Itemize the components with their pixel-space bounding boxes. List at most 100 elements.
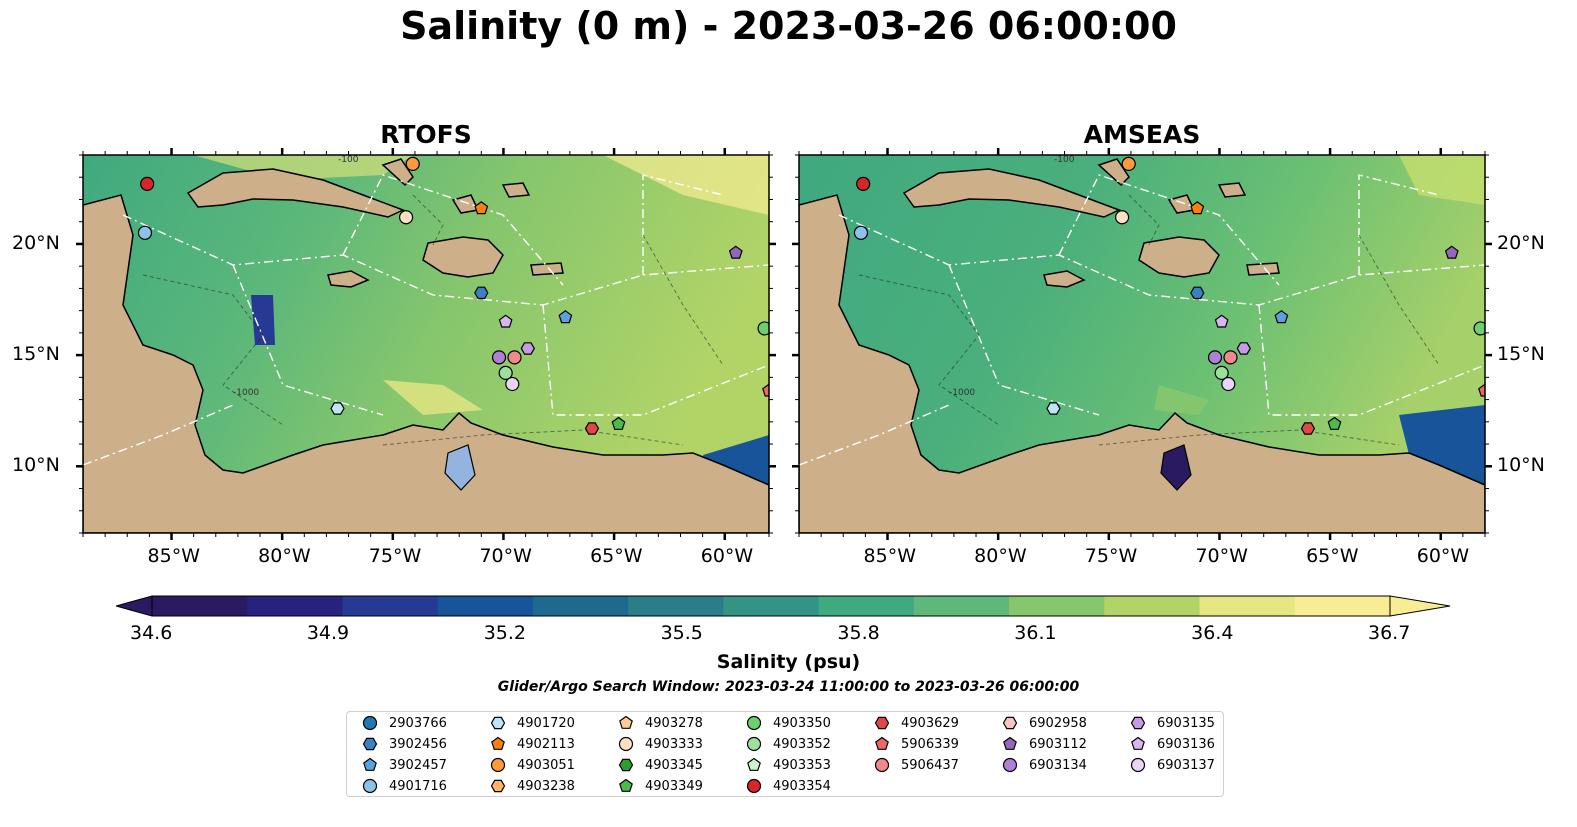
float-marker-4903333 — [398, 210, 414, 225]
colorbar-tick-label: 34.6 — [130, 622, 173, 644]
float-marker-4901716 — [853, 225, 869, 240]
lat-tick-label-right: 15°N — [1497, 343, 1545, 366]
legend-label: 6903137 — [1157, 757, 1215, 773]
figure-title: Salinity (0 m) - 2023-03-26 06:00:00 — [400, 4, 1177, 48]
legend-item-6903134: 6903134 — [1001, 755, 1087, 775]
lon-tick-label: 60°W — [700, 545, 754, 567]
hexagon-marker-icon — [362, 737, 378, 751]
float-legend: 2903766 3902456 3902457 4901716 4901720 49021… — [346, 711, 1224, 797]
colorbar-segment — [437, 596, 534, 616]
float-marker-4901720 — [330, 402, 345, 415]
float-marker-6903135 — [1236, 342, 1251, 355]
circle-marker-icon — [746, 736, 762, 752]
float-marker-6903137 — [1221, 376, 1236, 392]
colorbar-segment — [1199, 596, 1296, 616]
pentagon-marker-icon — [747, 757, 761, 771]
colorbar-extend-high — [1389, 595, 1451, 617]
legend-label: 5906437 — [901, 757, 959, 773]
pentagon-marker-icon — [491, 736, 505, 750]
legend-item-4903051: 4903051 — [489, 755, 575, 775]
legend-label: 4903349 — [645, 778, 703, 794]
float-marker-4903629 — [1300, 422, 1316, 435]
colorbar-tick-label: 36.7 — [1368, 622, 1411, 644]
colorbar-tick-label: 36.1 — [1014, 622, 1057, 644]
lat-tick-label-left: 10°N — [12, 454, 60, 477]
lat-tick-label-right: 20°N — [1497, 231, 1545, 254]
pentagon-marker-icon — [619, 778, 633, 792]
circle-marker-icon — [874, 757, 890, 773]
legend-item-4903629: 4903629 — [873, 713, 959, 733]
float-marker-6903134 — [491, 350, 507, 365]
map-figure: -100 -1000 — [76, 148, 1492, 540]
bathymetry-label: -100 — [338, 155, 359, 165]
legend-label: 5906339 — [901, 736, 959, 752]
float-marker-6903134 — [1207, 350, 1223, 365]
legend-item-6903112: 6903112 — [1001, 734, 1087, 754]
hexagon-marker-icon — [490, 716, 506, 730]
lon-tick-label: 80°W — [258, 545, 311, 567]
float-marker-4903352 — [498, 365, 513, 381]
legend-label: 3902457 — [389, 757, 447, 773]
legend-item-4902113: 4902113 — [489, 734, 575, 754]
float-marker-4902113 — [474, 201, 489, 215]
pentagon-marker-icon — [875, 736, 889, 750]
lon-tick-label: 75°W — [1084, 545, 1138, 567]
lat-tick-label-right: 10°N — [1497, 454, 1545, 477]
colorbar-segment — [723, 596, 820, 616]
float-marker-5906339 — [762, 383, 769, 397]
float-marker-4903354 — [856, 176, 871, 192]
lon-tick-label: 65°W — [1306, 545, 1359, 567]
legend-label: 4902113 — [517, 736, 575, 752]
legend-label: 4903350 — [773, 715, 831, 731]
legend-label: 4903629 — [901, 715, 959, 731]
float-marker-4903051 — [1121, 156, 1136, 171]
circle-marker-icon — [362, 715, 378, 731]
legend-label: 4901716 — [389, 778, 447, 794]
colorbar-segment — [818, 596, 915, 616]
colorbar-segment — [247, 596, 344, 616]
legend-label: 4903278 — [645, 715, 703, 731]
lon-tick-label: 85°W — [863, 545, 916, 567]
hexagon-marker-icon — [1002, 716, 1018, 730]
circle-marker-icon — [618, 736, 634, 752]
hexagon-marker-icon — [490, 779, 506, 793]
legend-label: 4903333 — [645, 736, 703, 752]
colorbar-label: Salinity (psu) — [716, 651, 861, 673]
legend-label: 4903352 — [773, 736, 831, 752]
legend-item-4903238: 4903238 — [489, 776, 575, 796]
legend-label: 4901720 — [517, 715, 575, 731]
legend-item-4903352: 4903352 — [745, 734, 831, 754]
circle-marker-icon — [746, 778, 762, 794]
float-marker-6903137 — [505, 376, 520, 392]
legend-item-6903137: 6903137 — [1129, 755, 1215, 775]
colorbar-extend-low — [116, 595, 153, 617]
legend-label: 2903766 — [389, 715, 447, 731]
float-marker-4902113 — [1190, 201, 1205, 215]
panel-title-amseas: AMSEAS — [1083, 120, 1201, 149]
circle-marker-icon — [362, 778, 378, 794]
legend-item-6902958: 6902958 — [1001, 713, 1087, 733]
lon-tick-label: 65°W — [590, 545, 643, 567]
legend-item-3902456: 3902456 — [361, 734, 447, 754]
float-marker-4903349 — [611, 416, 626, 430]
legend-item-4901716: 4901716 — [361, 776, 447, 796]
pentagon-marker-icon — [619, 715, 633, 729]
float-marker-4903629 — [584, 422, 600, 435]
float-marker-4903350 — [1473, 321, 1485, 336]
colorbar-segment — [1294, 596, 1391, 616]
colorbar-tick-label: 35.5 — [660, 622, 703, 644]
float-marker-4903333 — [1114, 210, 1130, 225]
panel-title-rtofs: RTOFS — [380, 120, 472, 149]
legend-label: 6903136 — [1157, 736, 1215, 752]
lon-tick-label: 70°W — [1195, 545, 1248, 567]
circle-marker-icon — [1002, 757, 1018, 773]
float-marker-4901716 — [137, 225, 153, 240]
colorbar-segment — [342, 596, 439, 616]
hexagon-marker-icon — [1130, 716, 1146, 730]
circle-marker-icon — [746, 715, 762, 731]
float-marker-4903349 — [1327, 416, 1342, 430]
legend-item-5906437: 5906437 — [873, 755, 959, 775]
bathymetry-label: -100 — [1054, 155, 1075, 165]
bathymetry-label: -1000 — [949, 388, 975, 398]
bathymetry-label: -1000 — [233, 388, 259, 398]
